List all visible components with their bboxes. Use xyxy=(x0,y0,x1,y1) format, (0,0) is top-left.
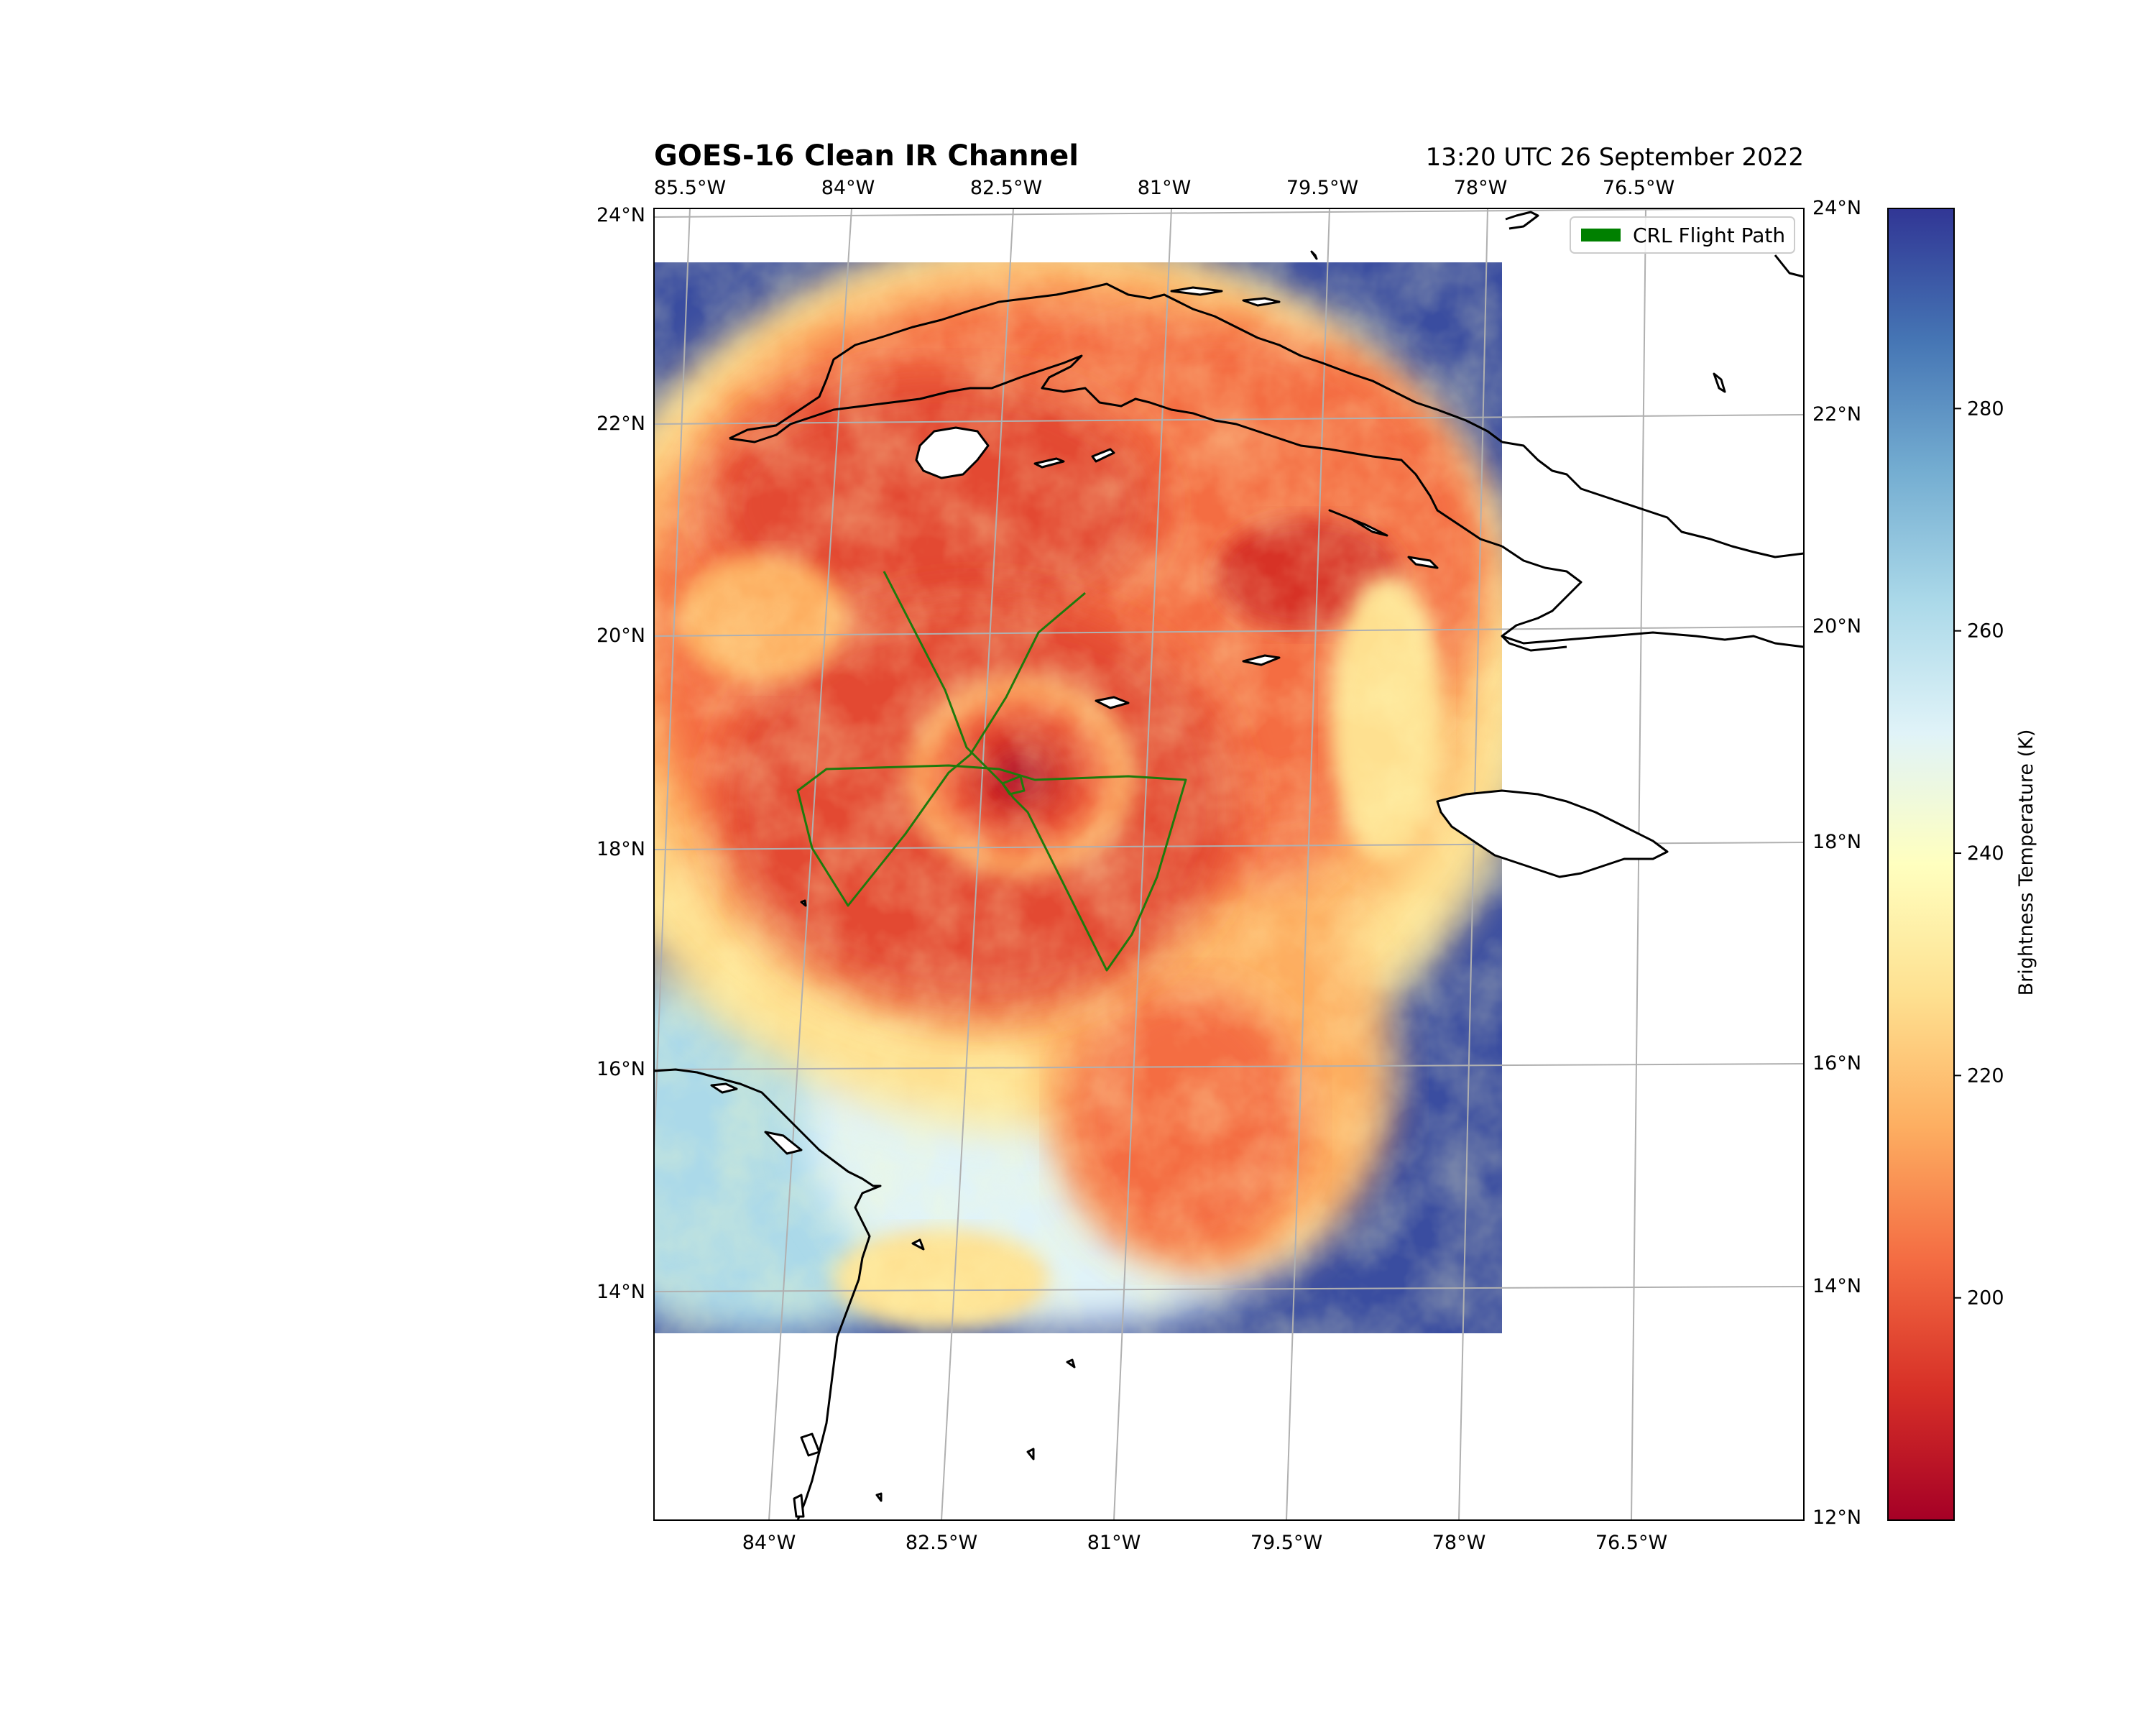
tick-label: 24°N xyxy=(1812,197,1861,219)
legend: CRL Flight Path xyxy=(1570,216,1795,254)
tick-label: 14°N xyxy=(596,1281,645,1303)
colorbar-tick-label: 260 xyxy=(1967,620,2004,643)
colorbar: 280 260 240 220 200 Brightness Temperature (… xyxy=(1887,208,2037,1521)
tick-label: 20°N xyxy=(1812,615,1861,638)
left-lat-labels: 24°N 22°N 20°N 18°N 16°N 14°N xyxy=(596,204,645,1303)
tick-label: 81°W xyxy=(1087,1532,1141,1554)
colorbar-tick-label: 240 xyxy=(1967,842,2004,865)
tick-label: 12°N xyxy=(1812,1506,1861,1529)
tick-label: 84°W xyxy=(742,1532,796,1554)
tick-label: 24°N xyxy=(596,204,645,226)
tick-label: 16°N xyxy=(596,1058,645,1080)
colorbar-tick-label: 200 xyxy=(1967,1287,2004,1310)
tick-label: 22°N xyxy=(596,413,645,435)
legend-swatch xyxy=(1581,229,1621,242)
coastlines xyxy=(654,211,1804,1520)
map-timestamp: 13:20 UTC 26 September 2022 xyxy=(1426,143,1804,172)
right-lat-labels: 24°N 22°N 20°N 18°N 16°N 14°N 12°N xyxy=(1812,197,1861,1529)
colorbar-label: Brightness Temperature (K) xyxy=(2015,730,2037,996)
colorbar-tick-label: 280 xyxy=(1967,397,2004,420)
map-title: GOES-16 Clean IR Channel xyxy=(654,139,1079,172)
tick-label: 76.5°W xyxy=(1595,1532,1667,1554)
tick-label: 79.5°W xyxy=(1250,1532,1322,1554)
tick-label: 78°W xyxy=(1432,1532,1486,1554)
colorbar-gradient xyxy=(1887,208,1955,1521)
flight-path-loop xyxy=(1001,775,1026,796)
tick-label: 81°W xyxy=(1138,177,1192,199)
tick-label: 85.5°W xyxy=(654,177,726,199)
tick-label: 76.5°W xyxy=(1603,177,1674,199)
tick-label: 82.5°W xyxy=(970,177,1042,199)
tick-label: 16°N xyxy=(1812,1052,1861,1075)
legend-label: CRL Flight Path xyxy=(1633,224,1785,247)
tick-label: 18°N xyxy=(1812,831,1861,853)
colorbar-tick-label: 220 xyxy=(1967,1064,2004,1087)
bottom-lon-labels: 84°W 82.5°W 81°W 79.5°W 78°W 76.5°W xyxy=(742,1532,1667,1554)
tick-label: 78°W xyxy=(1454,177,1508,199)
tick-label: 14°N xyxy=(1812,1275,1861,1297)
map-frame xyxy=(653,208,1805,1521)
tick-label: 84°W xyxy=(821,177,875,199)
tick-label: 20°N xyxy=(596,625,645,647)
tick-label: 82.5°W xyxy=(906,1532,977,1554)
tick-label: 79.5°W xyxy=(1286,177,1358,199)
top-lon-labels: 85.5°W 84°W 82.5°W 81°W 79.5°W 78°W 76.5… xyxy=(654,177,1674,199)
tick-label: 22°N xyxy=(1812,403,1861,426)
flight-path xyxy=(796,571,1187,972)
map-axes xyxy=(654,208,1804,1520)
tick-label: 18°N xyxy=(596,838,645,860)
colorbar-ticks: 280 260 240 220 200 xyxy=(1954,397,2004,1310)
